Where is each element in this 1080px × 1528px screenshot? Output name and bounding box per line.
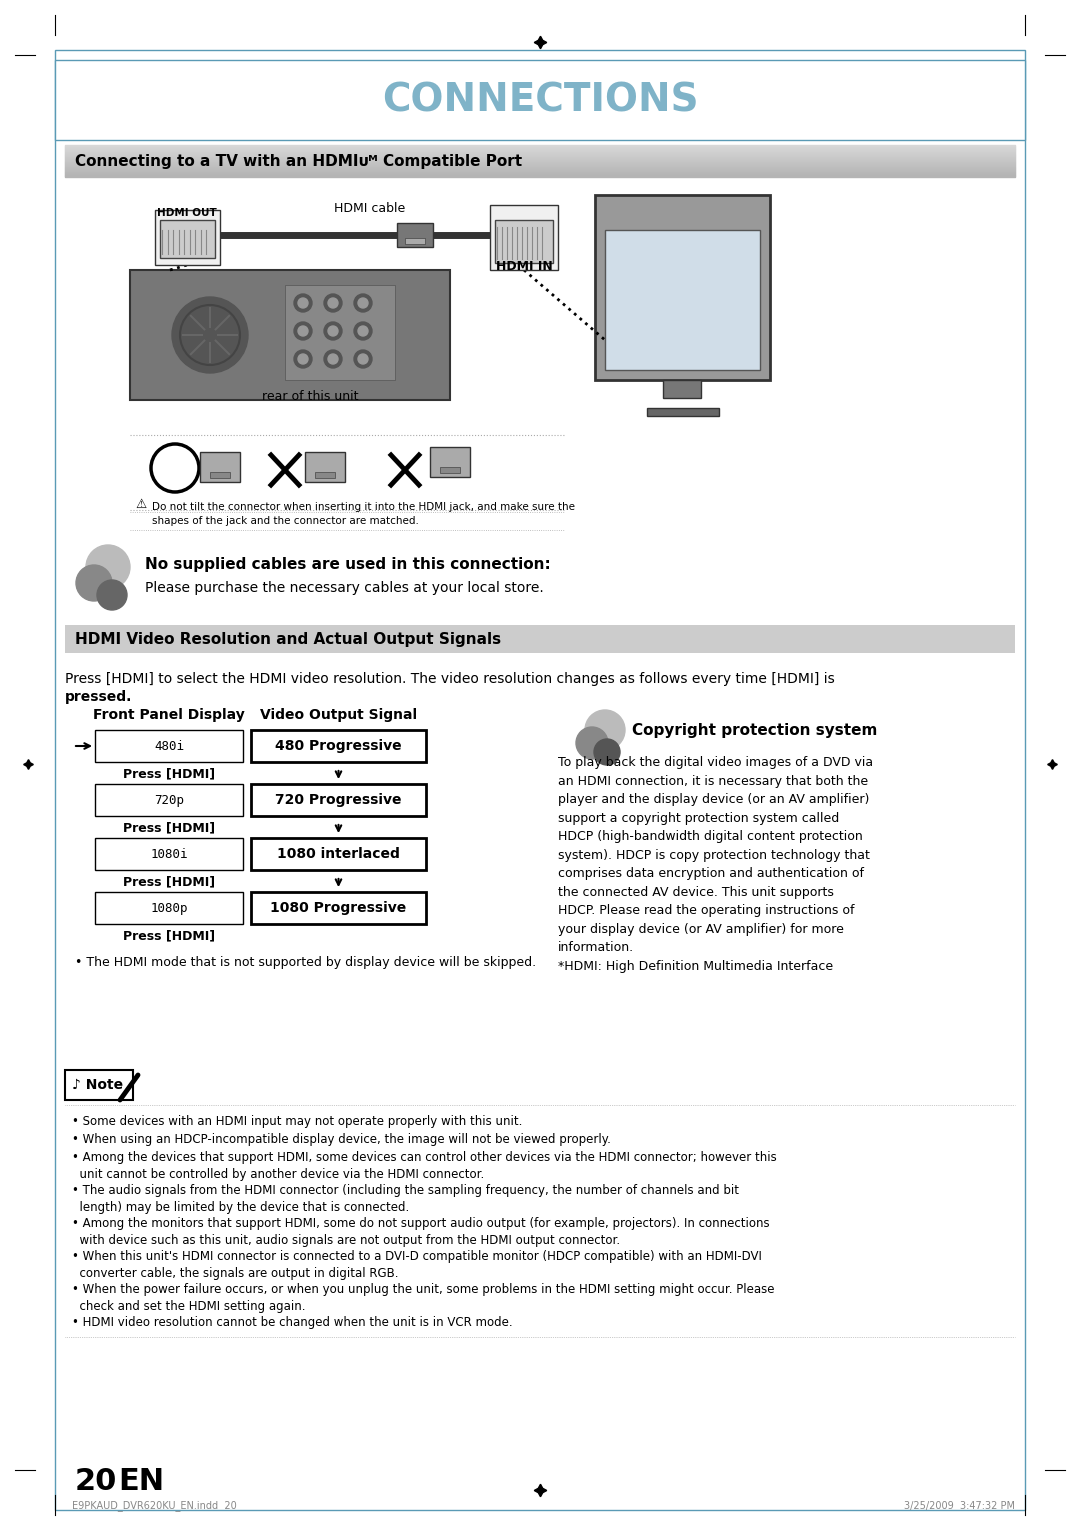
Text: • When using an HDCP-incompatible display device, the image will not be viewed p: • When using an HDCP-incompatible displa… bbox=[72, 1132, 611, 1146]
Bar bbox=[65, 1070, 133, 1100]
Circle shape bbox=[324, 322, 342, 341]
Text: • Some devices with an HDMI input may not operate properly with this unit.: • Some devices with an HDMI input may no… bbox=[72, 1115, 523, 1128]
Bar bbox=[405, 238, 426, 244]
Text: Press [HDMI] to select the HDMI video resolution. The video resolution changes a: Press [HDMI] to select the HDMI video re… bbox=[65, 672, 835, 686]
Bar bbox=[95, 784, 243, 816]
Circle shape bbox=[357, 298, 368, 309]
Bar bbox=[210, 472, 230, 478]
Bar bbox=[200, 452, 240, 481]
Circle shape bbox=[298, 354, 308, 364]
Circle shape bbox=[172, 296, 248, 373]
Circle shape bbox=[324, 293, 342, 312]
Bar bbox=[490, 205, 558, 270]
Text: rear of this unit: rear of this unit bbox=[261, 390, 359, 403]
Bar bbox=[440, 468, 460, 474]
Circle shape bbox=[328, 298, 338, 309]
Text: • The HDMI mode that is not supported by display device will be skipped.: • The HDMI mode that is not supported by… bbox=[75, 957, 536, 969]
Text: 480i: 480i bbox=[154, 740, 184, 752]
Text: No supplied cables are used in this connection:: No supplied cables are used in this conn… bbox=[145, 558, 551, 571]
Text: • When the power failure occurs, or when you unplug the unit, some problems in t: • When the power failure occurs, or when… bbox=[72, 1284, 774, 1313]
Text: Please purchase the necessary cables at your local store.: Please purchase the necessary cables at … bbox=[145, 581, 543, 594]
Text: 1080p: 1080p bbox=[150, 902, 188, 914]
Bar bbox=[315, 472, 335, 478]
Bar bbox=[397, 223, 433, 248]
Circle shape bbox=[294, 350, 312, 368]
Text: Do not tilt the connector when inserting it into the HDMI jack, and make sure th: Do not tilt the connector when inserting… bbox=[152, 503, 575, 526]
Bar bbox=[156, 209, 220, 264]
Bar bbox=[430, 448, 470, 477]
Circle shape bbox=[86, 545, 130, 588]
Circle shape bbox=[354, 322, 372, 341]
Text: EN: EN bbox=[118, 1467, 164, 1496]
Bar bbox=[160, 220, 215, 258]
Bar bbox=[130, 270, 450, 400]
Circle shape bbox=[328, 325, 338, 336]
Text: Copyright protection system: Copyright protection system bbox=[632, 723, 877, 738]
Bar bbox=[65, 625, 1015, 652]
Text: 3/25/2009  3:47:32 PM: 3/25/2009 3:47:32 PM bbox=[904, 1500, 1015, 1511]
Bar bbox=[55, 50, 1025, 1510]
Bar bbox=[95, 892, 243, 924]
Text: • Among the monitors that support HDMI, some do not support audio output (for ex: • Among the monitors that support HDMI, … bbox=[72, 1216, 770, 1247]
Bar bbox=[95, 730, 243, 762]
Text: 1080 interlaced: 1080 interlaced bbox=[278, 847, 400, 860]
Circle shape bbox=[298, 298, 308, 309]
Text: Press [HDMI]: Press [HDMI] bbox=[123, 822, 215, 834]
Circle shape bbox=[76, 565, 112, 601]
Text: HDMI OUT: HDMI OUT bbox=[157, 208, 217, 219]
Circle shape bbox=[294, 322, 312, 341]
Text: • HDMI video resolution cannot be changed when the unit is in VCR mode.: • HDMI video resolution cannot be change… bbox=[72, 1316, 513, 1329]
Text: 1080 Progressive: 1080 Progressive bbox=[270, 902, 407, 915]
Circle shape bbox=[354, 350, 372, 368]
Text: HDMI Video Resolution and Actual Output Signals: HDMI Video Resolution and Actual Output … bbox=[75, 631, 501, 646]
Bar bbox=[495, 220, 553, 263]
Text: Press [HDMI]: Press [HDMI] bbox=[123, 876, 215, 888]
Bar bbox=[251, 837, 426, 869]
Text: • Among the devices that support HDMI, some devices can control other devices vi: • Among the devices that support HDMI, s… bbox=[72, 1151, 777, 1181]
Bar bbox=[251, 892, 426, 924]
Circle shape bbox=[594, 740, 620, 766]
Circle shape bbox=[576, 727, 608, 759]
Bar bbox=[663, 380, 701, 397]
Text: 480 Progressive: 480 Progressive bbox=[275, 740, 402, 753]
Text: To play back the digital video images of a DVD via
an HDMI connection, it is nec: To play back the digital video images of… bbox=[558, 756, 873, 972]
Circle shape bbox=[294, 293, 312, 312]
Bar bbox=[95, 837, 243, 869]
Text: • When this unit's HDMI connector is connected to a DVI-D compatible monitor (HD: • When this unit's HDMI connector is con… bbox=[72, 1250, 761, 1280]
Text: ⚠: ⚠ bbox=[135, 498, 146, 510]
Text: CONNECTIONS: CONNECTIONS bbox=[381, 81, 699, 119]
Bar bbox=[605, 231, 760, 370]
Text: Video Output Signal: Video Output Signal bbox=[260, 707, 417, 723]
Text: 720p: 720p bbox=[154, 793, 184, 807]
Text: Press [HDMI]: Press [HDMI] bbox=[123, 929, 215, 943]
Bar bbox=[251, 784, 426, 816]
Text: Front Panel Display: Front Panel Display bbox=[93, 707, 245, 723]
Circle shape bbox=[324, 350, 342, 368]
Circle shape bbox=[328, 354, 338, 364]
Circle shape bbox=[357, 354, 368, 364]
Circle shape bbox=[585, 711, 625, 750]
Text: pressed.: pressed. bbox=[65, 691, 133, 704]
Bar bbox=[55, 60, 1025, 141]
Text: HDMI cable: HDMI cable bbox=[335, 202, 406, 215]
Bar bbox=[647, 408, 719, 416]
Text: Connecting to a TV with an HDMIᴜᴹ Compatible Port: Connecting to a TV with an HDMIᴜᴹ Compat… bbox=[75, 153, 522, 168]
Circle shape bbox=[354, 293, 372, 312]
Text: HDMI IN: HDMI IN bbox=[496, 260, 552, 274]
Text: ♪ Note: ♪ Note bbox=[72, 1077, 123, 1093]
Bar bbox=[305, 452, 345, 481]
Bar bbox=[285, 286, 395, 380]
Circle shape bbox=[97, 581, 127, 610]
Text: 1080i: 1080i bbox=[150, 848, 188, 860]
Bar bbox=[595, 196, 770, 380]
Text: 720 Progressive: 720 Progressive bbox=[275, 793, 402, 807]
Text: 20: 20 bbox=[75, 1467, 118, 1496]
Circle shape bbox=[298, 325, 308, 336]
Circle shape bbox=[357, 325, 368, 336]
Bar bbox=[251, 730, 426, 762]
Text: • The audio signals from the HDMI connector (including the sampling frequency, t: • The audio signals from the HDMI connec… bbox=[72, 1184, 739, 1215]
Text: Press [HDMI]: Press [HDMI] bbox=[123, 767, 215, 781]
Text: E9PKAUD_DVR620KU_EN.indd  20: E9PKAUD_DVR620KU_EN.indd 20 bbox=[72, 1500, 237, 1511]
